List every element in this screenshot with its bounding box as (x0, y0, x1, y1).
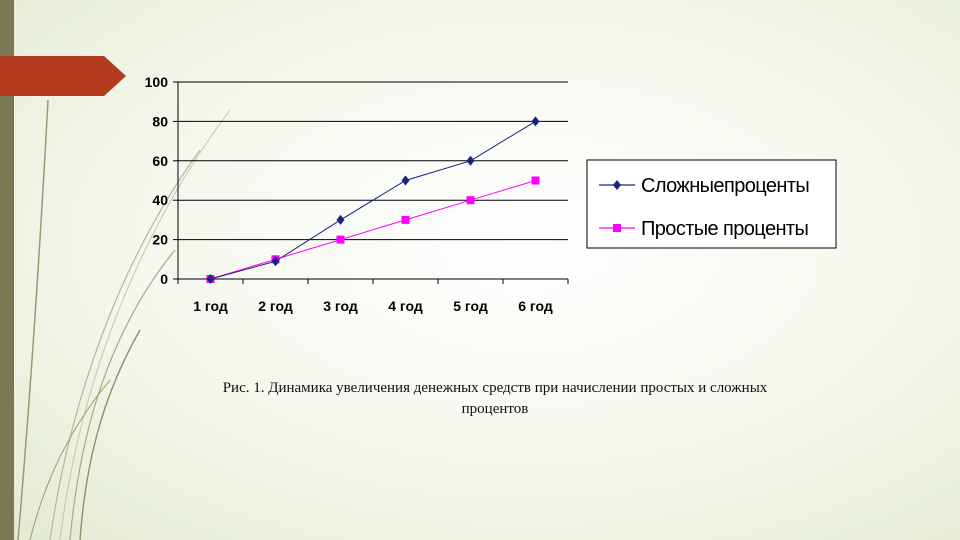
chart-gridlines (178, 81, 568, 241)
y-tick-label: 0 (160, 271, 168, 287)
data-point-square (466, 196, 475, 205)
x-tick-label: 5 год (453, 298, 488, 314)
series-simple-interest (206, 176, 540, 283)
data-point-diamond (613, 180, 621, 190)
chart-series (206, 116, 540, 284)
slide-left-bar (0, 0, 14, 540)
y-tick-label: 40 (152, 192, 168, 208)
data-point-diamond (401, 175, 410, 186)
y-tick-label: 80 (152, 113, 168, 129)
x-tick-label: 1 год (193, 298, 228, 314)
series-line (210, 180, 536, 280)
series-compound-interest (206, 116, 540, 284)
data-point-diamond (271, 256, 280, 267)
legend-item: Сложныепроценты (599, 175, 810, 197)
y-tick-label: 100 (145, 74, 169, 90)
caption-line-1: Рис. 1. Динамика увеличения денежных сре… (222, 380, 768, 396)
x-tick-label: 2 год (258, 298, 293, 314)
data-point-diamond (531, 116, 540, 127)
data-point-diamond (336, 214, 345, 225)
x-axis-ticks: 1 год 2 год 3 год 4 год 5 год 6 год (177, 279, 569, 314)
legend-label: Сложныепроценты (641, 175, 809, 197)
series-line (210, 120, 536, 280)
data-point-square (531, 176, 540, 185)
chart-legend: Сложныепроценты Простые проценты (586, 159, 837, 249)
title-accent-tab (0, 56, 126, 96)
data-point-square (401, 215, 410, 224)
x-tick-label: 6 год (518, 298, 553, 314)
y-tick-label: 60 (152, 153, 168, 169)
data-point-diamond (206, 274, 215, 284)
legend-item: Простые проценты (599, 218, 809, 240)
data-point-square (336, 235, 345, 244)
data-point-square (613, 224, 621, 232)
caption-line-2: процентов (461, 401, 529, 417)
y-axis-ticks: 0 20 40 60 80 100 (145, 74, 178, 287)
y-tick-label: 20 (152, 232, 168, 248)
x-tick-label: 3 год (323, 298, 358, 314)
chart-axes (177, 82, 568, 280)
x-tick-label: 4 год (388, 298, 423, 314)
legend-label: Простые проценты (641, 218, 808, 240)
figure-caption: Рис. 1. Динамика увеличения денежных сре… (150, 378, 840, 420)
legend-box (586, 159, 837, 249)
data-point-diamond (466, 155, 475, 166)
